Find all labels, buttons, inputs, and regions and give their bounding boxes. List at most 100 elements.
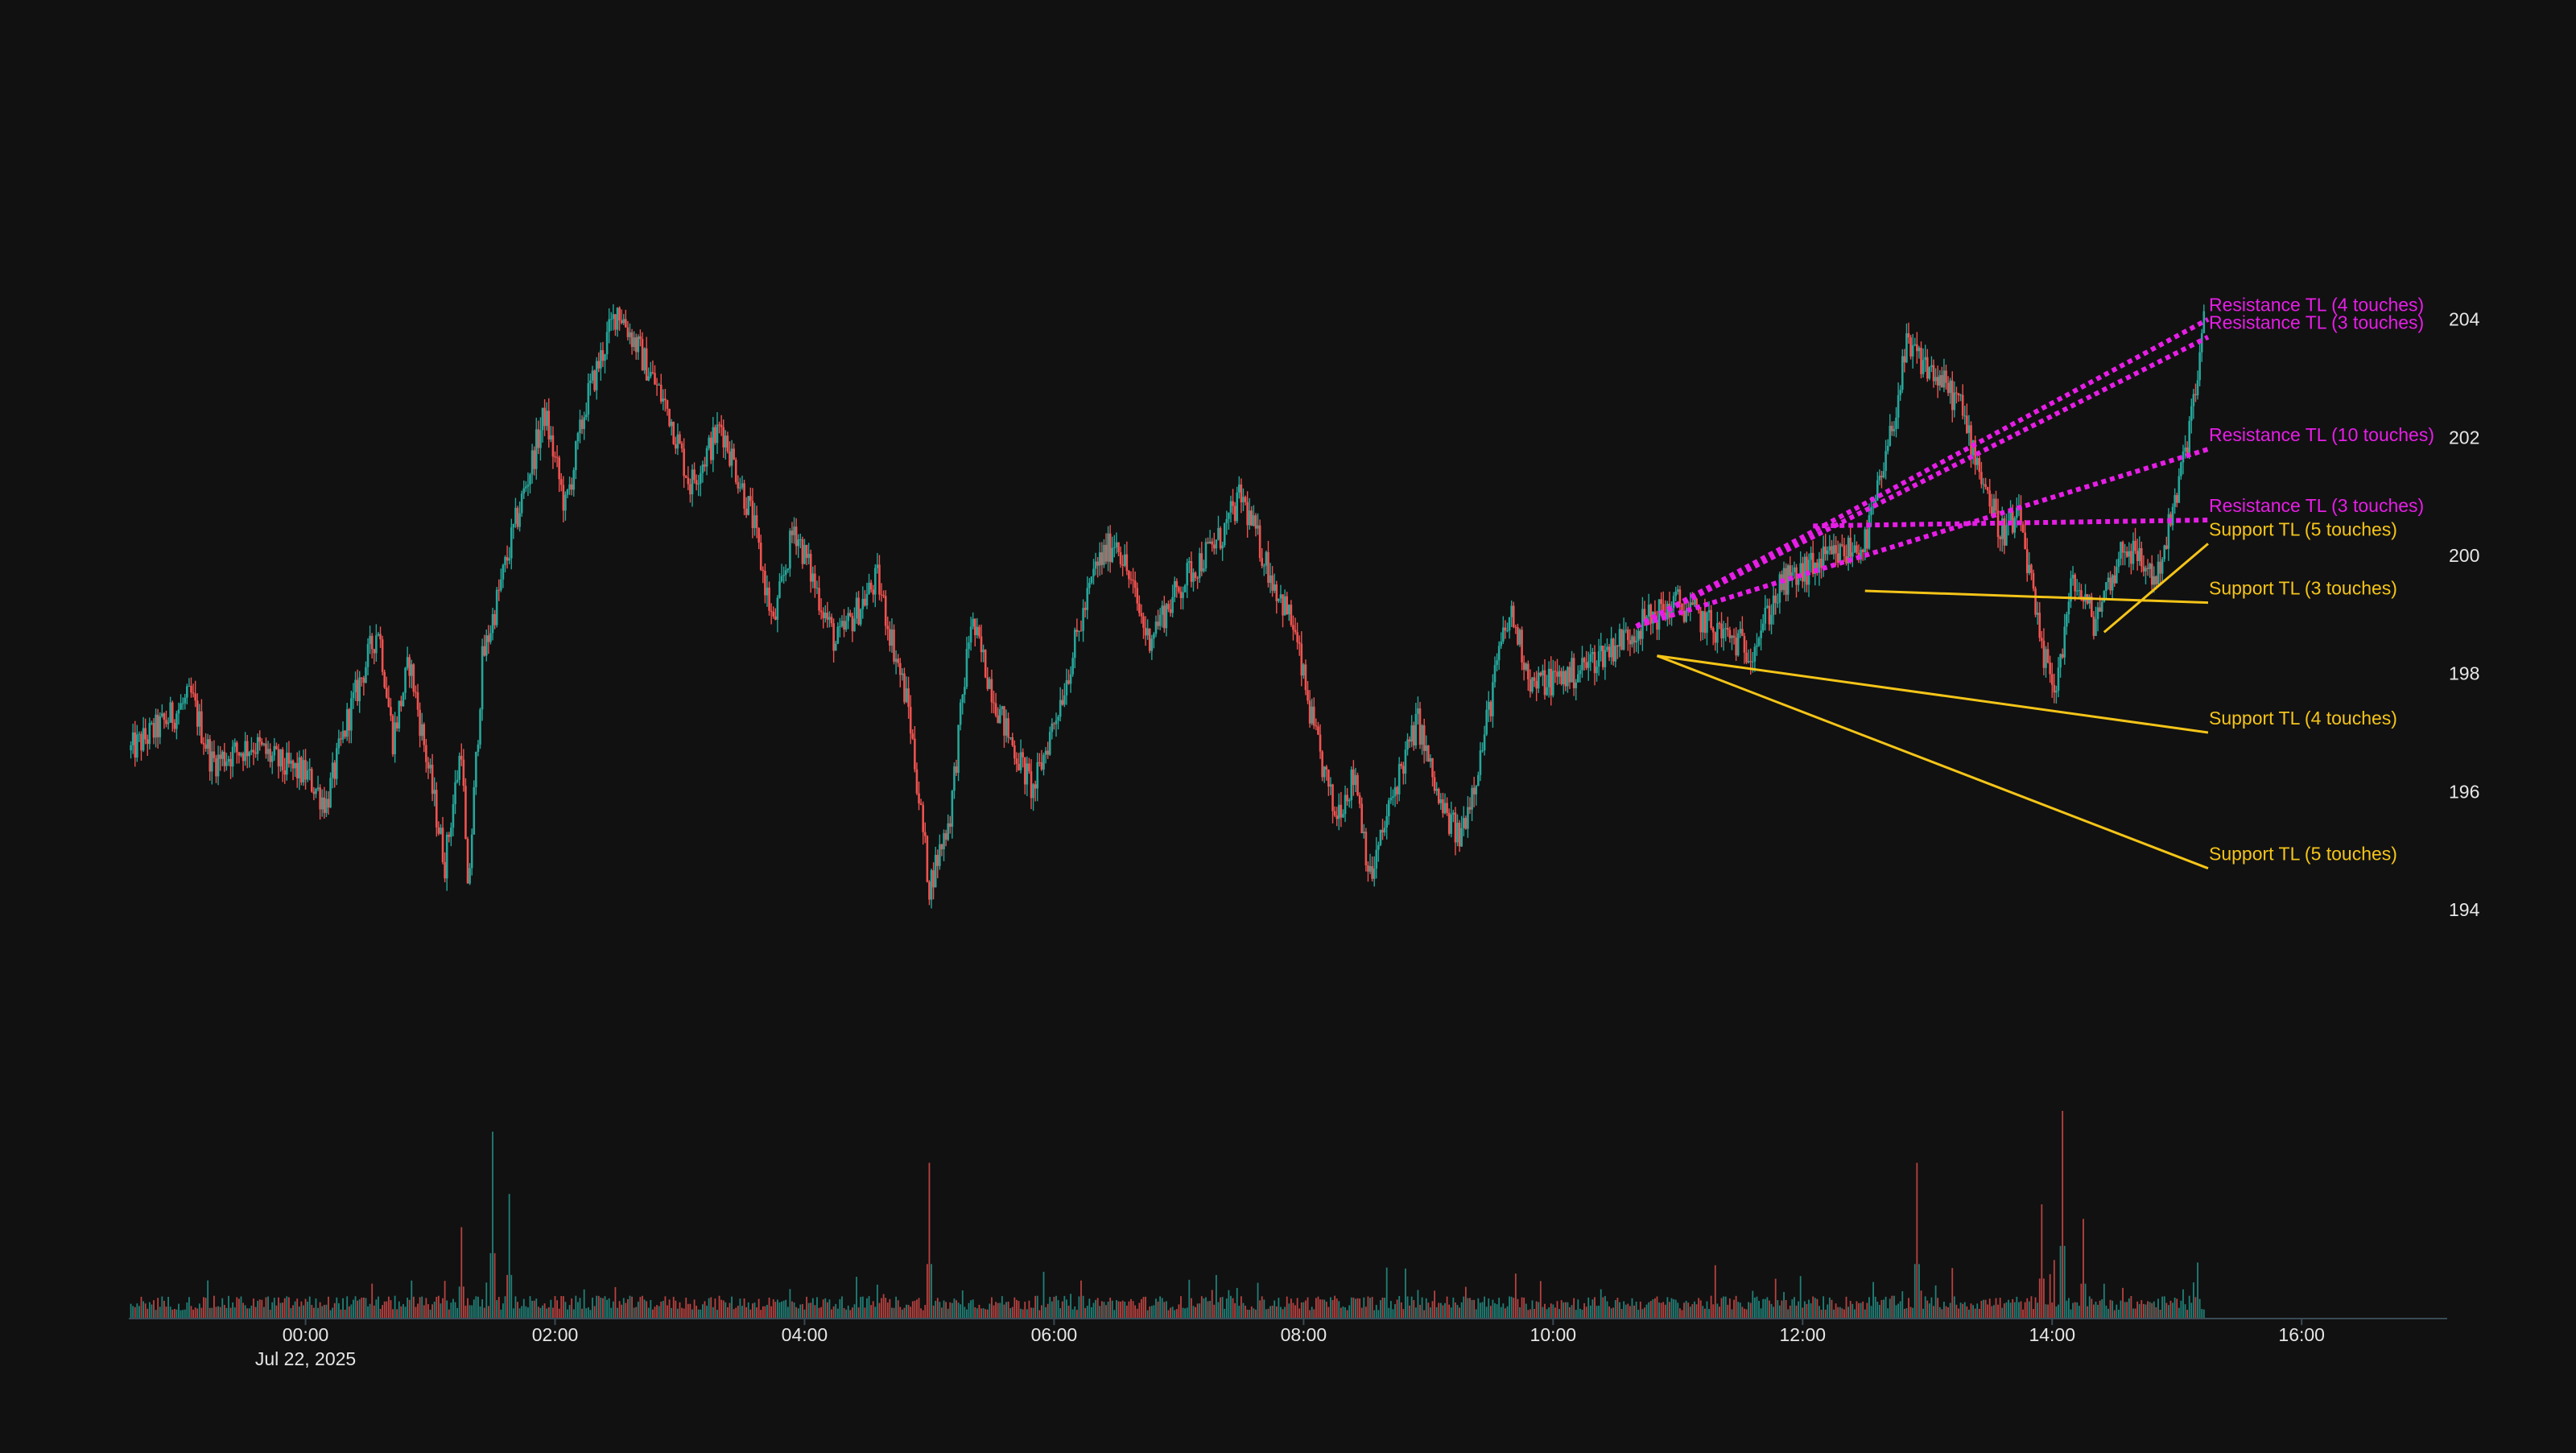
volume-bar [136,1303,138,1319]
volume-bar [1794,1297,1795,1319]
volume-bar [1315,1298,1317,1319]
volume-bar [1074,1306,1076,1319]
candle-body [1711,628,1715,633]
volume-bar [581,1308,583,1319]
volume-bar [1974,1308,1976,1319]
candle-body [1706,613,1708,634]
volume-bar [173,1309,175,1319]
volume-bar [1067,1305,1070,1319]
volume-bar [228,1295,229,1319]
volume-bar [1475,1309,1477,1319]
candle-body [1456,822,1459,843]
candle-body [576,433,580,442]
candle-body [976,626,979,636]
candle-body [2120,542,2122,559]
candle-body [1703,611,1707,634]
candle-body [1533,677,1536,681]
candle-body [676,434,679,449]
volume-bar [1344,1307,1346,1319]
candle-body [323,797,326,813]
candle-body [1178,587,1180,592]
volume-bar [1864,1309,1866,1319]
candle-body [1331,784,1334,811]
volume-bar [991,1297,993,1319]
volume-bar [1196,1303,1199,1319]
volume-bar [286,1296,288,1319]
volume-bar [233,1307,236,1319]
volume-bar [1016,1299,1018,1319]
volume-bar [920,1308,923,1319]
volume-bar [1063,1295,1066,1319]
volume-bar [387,1296,390,1319]
volume-bar [229,1307,232,1319]
candle-body [855,597,858,619]
candle-body [219,754,221,759]
volume-bar [464,1305,467,1319]
candle-body [287,752,291,764]
volume-bar [200,1307,203,1319]
volume-bar [2190,1302,2193,1319]
volume-bar [300,1301,303,1319]
volume-bar [658,1306,660,1319]
candle-body [1090,576,1093,584]
volume-bar [1286,1296,1288,1319]
volume-bar [1467,1298,1469,1319]
candle-body [1125,554,1129,572]
candle-body [1367,865,1369,872]
volume-bar [1909,1306,1912,1319]
candle-body [1018,763,1020,770]
volume-bar [1059,1308,1062,1319]
volume-bar [1951,1268,1954,1319]
volume-bar [412,1296,415,1319]
candle-body [2180,462,2182,477]
candle-body [984,650,987,678]
candle-body [822,612,825,618]
candle-body [633,337,635,348]
candle-body [2013,518,2017,533]
candle-body [1861,549,1864,552]
volume-bar [1442,1305,1444,1319]
candle-body [1620,629,1623,650]
volume-bar [1623,1301,1625,1319]
candle-body [1254,515,1257,529]
volume-bar [864,1307,866,1319]
volume-bar [1136,1308,1138,1319]
candle-body [375,635,378,654]
volume-bar [801,1304,803,1319]
candle-body [951,790,954,828]
candle-body [1442,799,1444,814]
candle-body [1682,610,1686,622]
volume-bar [1095,1299,1096,1319]
candle-body [425,745,427,762]
volume-bar [504,1296,506,1319]
candle-body [362,678,365,683]
candle-body [2109,577,2112,591]
volume-bar [2083,1219,2084,1319]
candle-body [655,384,658,386]
candle-body [683,448,685,477]
volume-bar [1271,1305,1274,1319]
volume-bar [618,1301,621,1319]
volume-bar [1812,1296,1814,1319]
volume-bar [1200,1296,1203,1319]
volume-bar [155,1310,157,1319]
volume-bar [1899,1301,1901,1319]
volume-bar [500,1309,502,1319]
candle-body [387,697,390,708]
candle-body [352,692,355,699]
volume-bar [1959,1302,1962,1319]
candle-body [1223,522,1226,546]
candle-body [1257,525,1259,529]
candle-body [500,579,502,591]
candle-body [395,722,398,729]
candle-body [878,564,881,595]
candle-body [1163,605,1166,629]
volume-bar [1352,1297,1355,1319]
volume-bar [1756,1296,1758,1319]
candle-body [233,742,237,747]
candle-body [1924,357,1926,361]
candle-body [684,476,687,478]
volume-bar [1394,1304,1396,1319]
candle-body [1608,646,1611,658]
volume-bar [485,1282,488,1319]
